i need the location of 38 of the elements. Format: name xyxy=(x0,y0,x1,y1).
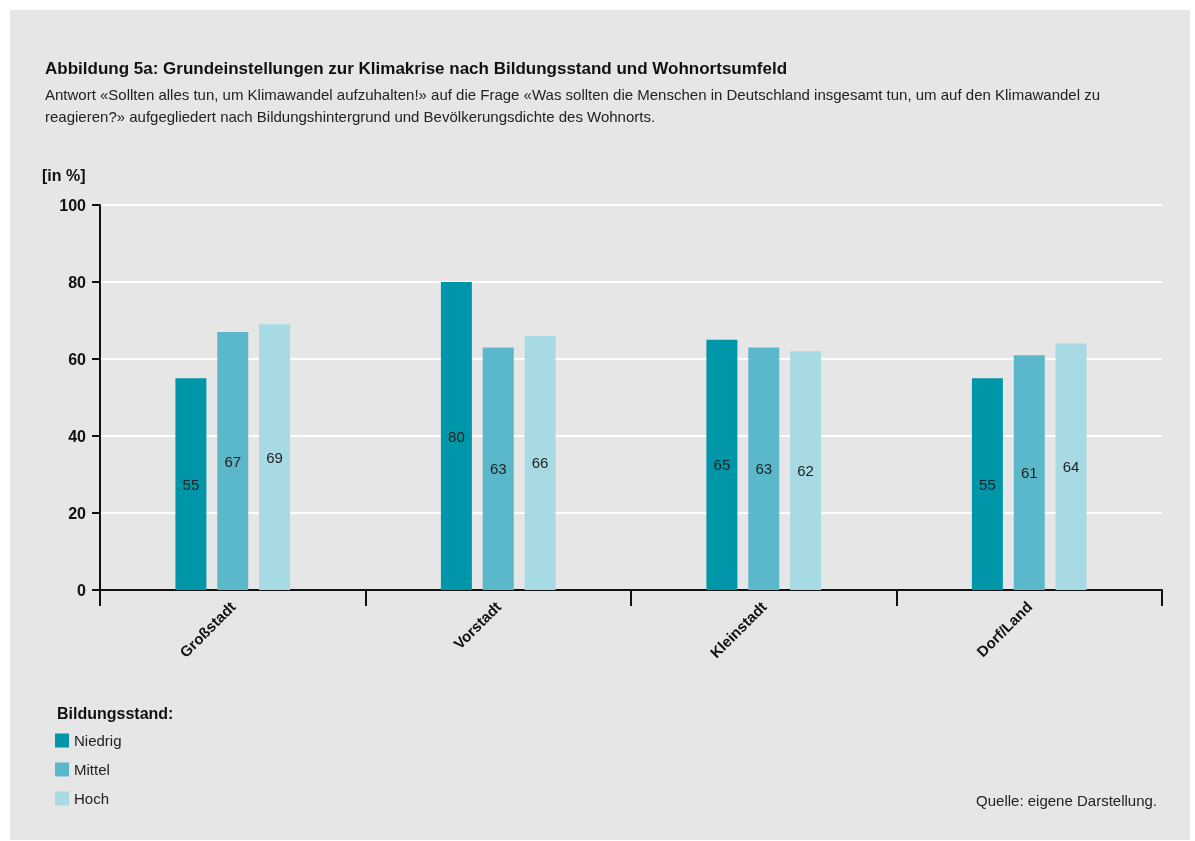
bar xyxy=(259,324,291,590)
bar xyxy=(790,351,822,590)
legend-label: Mittel xyxy=(74,761,110,778)
data-label: 62 xyxy=(797,462,814,480)
y-tick-label: 20 xyxy=(68,504,87,522)
legend-title: Bildungsstand: xyxy=(57,704,174,722)
source-note: Quelle: eigene Darstellung. xyxy=(976,792,1158,809)
bar xyxy=(217,332,249,590)
data-label: 61 xyxy=(1020,464,1038,482)
data-label: 55 xyxy=(182,475,200,493)
bar xyxy=(482,347,514,590)
bar xyxy=(175,378,207,590)
y-tick-label: 100 xyxy=(59,196,87,214)
legend-label: Hoch xyxy=(74,790,110,807)
data-label: 63 xyxy=(755,460,773,478)
bar xyxy=(706,339,738,590)
bar xyxy=(524,335,556,590)
data-label: 65 xyxy=(713,456,731,474)
y-tick-label: 0 xyxy=(77,581,87,599)
bar xyxy=(748,347,780,590)
bar xyxy=(1013,355,1045,590)
legend-label: Niedrig xyxy=(74,732,122,749)
chart-title: Abbildung 5a: Grundeinstellungen zur Klimakrise nach Bildungsstand und Wohnortsumfeld xyxy=(45,59,788,78)
y-tick-label: 60 xyxy=(68,350,87,368)
y-tick-label: 40 xyxy=(68,427,87,445)
y-tick-label: 80 xyxy=(68,273,87,291)
bar xyxy=(1055,343,1087,590)
data-label: 55 xyxy=(979,475,996,493)
data-label: 66 xyxy=(531,454,549,472)
data-label: 67 xyxy=(224,452,242,470)
bar xyxy=(971,378,1003,590)
chart-subtitle: Antwort «Sollten alles tun, um Klimawandel aufzuhalten!» auf die Frage «Was sollten die Menschen in Deutschland insgesamt tun, um auf den Klimawandel zu reagieren?» aufgegliedert nach Bildungshintergrund und Bevölkerungsdichte des Wohnorts. xyxy=(45,85,1105,125)
y-axis-title: [in %] xyxy=(42,166,86,184)
data-label: 63 xyxy=(489,460,507,478)
data-label: 80 xyxy=(448,427,465,445)
bar xyxy=(440,282,472,590)
data-label: 69 xyxy=(266,448,283,466)
data-label: 64 xyxy=(1062,458,1080,476)
